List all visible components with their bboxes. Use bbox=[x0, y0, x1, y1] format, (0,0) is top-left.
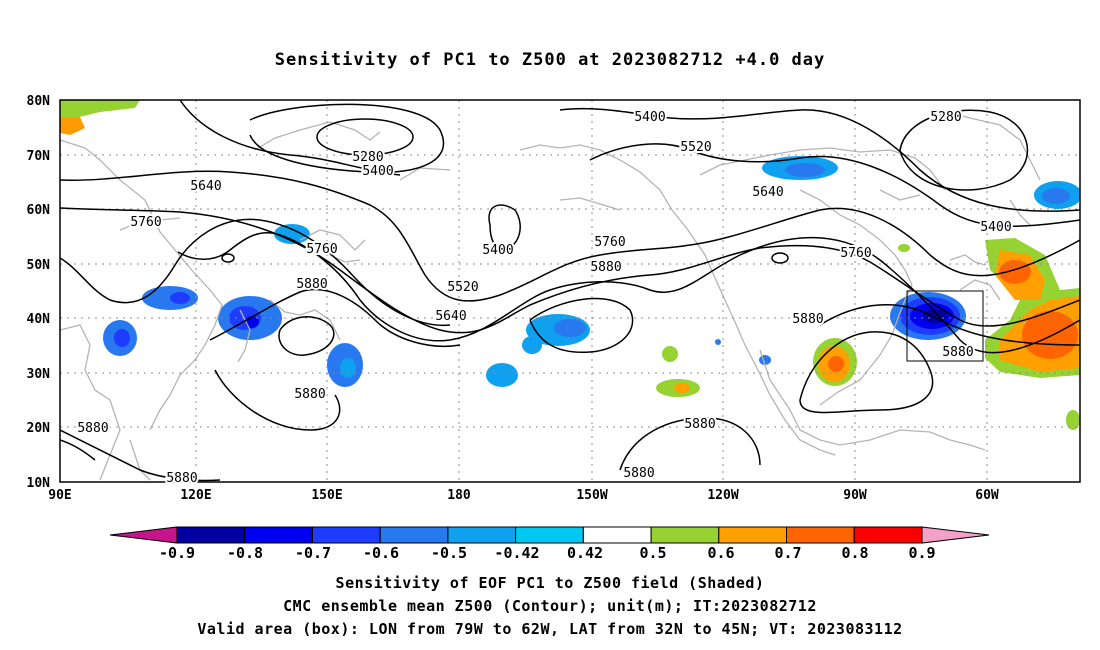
colorbar-label: -0.6 bbox=[363, 544, 399, 562]
contour-label: 5760 bbox=[306, 242, 337, 257]
colorbar-cell bbox=[582, 526, 652, 544]
sensitivity-shading bbox=[60, 100, 1080, 430]
lat-label: 30N bbox=[27, 367, 51, 382]
map-frame bbox=[59, 99, 1081, 483]
contour-label: 5880 bbox=[792, 312, 823, 327]
lat-lon-grid bbox=[60, 100, 1080, 482]
contour-label: 5280 bbox=[352, 150, 383, 165]
contour-label: 5880 bbox=[296, 277, 327, 292]
lon-label: 180 bbox=[447, 488, 471, 503]
lat-label: 20N bbox=[27, 421, 51, 436]
contour-label: 5760 bbox=[840, 246, 871, 261]
colorbar-cell bbox=[379, 526, 449, 544]
colorbar-label: 0.9 bbox=[908, 544, 935, 562]
contour-label: 5880 bbox=[942, 345, 973, 360]
contour-label: 5400 bbox=[362, 164, 393, 179]
colorbar-cell bbox=[853, 526, 923, 544]
lat-label: 70N bbox=[27, 149, 51, 164]
colorbar-cell bbox=[176, 526, 246, 544]
lon-label: 120E bbox=[180, 488, 211, 503]
contour-label: 5760 bbox=[594, 235, 625, 250]
colorbar-cell bbox=[515, 526, 584, 544]
contour-label: 5880 bbox=[684, 417, 715, 432]
contour-label: 5880 bbox=[166, 471, 197, 486]
contour-label: 5760 bbox=[130, 215, 161, 230]
contour-label: 5880 bbox=[590, 260, 621, 275]
lon-label: 90W bbox=[843, 488, 867, 503]
colorbar-cell bbox=[312, 526, 381, 544]
contour-labels: 5400 5280 5400 5280 5520 5640 5640 5760 … bbox=[75, 108, 1013, 488]
color-bar: -0.9 -0.8 -0.7 -0.6 -0.5 -0.42 0.42 0.5 … bbox=[109, 526, 990, 562]
contour-label: 5400 bbox=[482, 243, 513, 258]
colorbar-label: 0.5 bbox=[639, 544, 666, 562]
lat-label: 80N bbox=[27, 94, 51, 109]
lon-label: 150E bbox=[311, 488, 342, 503]
colorbar-label: 0.6 bbox=[707, 544, 734, 562]
colorbar-label: 0.7 bbox=[774, 544, 801, 562]
valid-area-box bbox=[906, 290, 984, 362]
contour-label: 5880 bbox=[623, 466, 654, 481]
colorbar-label: 0.42 bbox=[567, 544, 603, 562]
lat-label: 40N bbox=[27, 312, 51, 327]
colorbar-cell bbox=[650, 526, 720, 544]
colorbar-high-arrow bbox=[921, 526, 990, 544]
contour-label: 5280 bbox=[930, 110, 961, 125]
colorbar-label: 0.8 bbox=[841, 544, 868, 562]
contour-label: 5520 bbox=[447, 280, 478, 295]
contour-label: 5880 bbox=[77, 421, 108, 436]
lon-label: 90E bbox=[48, 488, 71, 503]
contour-label: 5400 bbox=[980, 220, 1011, 235]
map-title: Sensitivity of PC1 to Z500 at 2023082712… bbox=[274, 50, 826, 70]
colorbar-cell bbox=[244, 526, 313, 544]
contour-label: 5520 bbox=[680, 140, 711, 155]
colorbar-labels: -0.9 -0.8 -0.7 -0.6 -0.5 -0.42 0.42 0.5 … bbox=[159, 544, 936, 562]
lon-label: 60W bbox=[975, 488, 999, 503]
colorbar-label: -0.42 bbox=[494, 544, 539, 562]
colorbar-cells bbox=[176, 526, 923, 544]
footer-valid-area: Valid area (box): LON from 79W to 62W, L… bbox=[197, 620, 903, 638]
lat-label: 10N bbox=[27, 476, 51, 491]
colorbar-label: -0.9 bbox=[159, 544, 195, 562]
footer-shaded-description: Sensitivity of EOF PC1 to Z500 field (Sh… bbox=[335, 574, 765, 592]
footer-contour-description: CMC ensemble mean Z500 (Contour); unit(m… bbox=[283, 597, 817, 615]
z500-contours bbox=[60, 100, 1080, 482]
contour-label: 5880 bbox=[294, 387, 325, 402]
lat-label: 50N bbox=[27, 258, 51, 273]
colorbar-cell bbox=[786, 526, 855, 544]
colorbar-label: -0.5 bbox=[431, 544, 467, 562]
contour-label: 5640 bbox=[752, 185, 783, 200]
coastlines bbox=[60, 109, 1041, 481]
lon-label: 120W bbox=[707, 488, 738, 503]
contour-label: 5640 bbox=[190, 179, 221, 194]
lon-label: 150W bbox=[576, 488, 607, 503]
colorbar-label: -0.7 bbox=[295, 544, 331, 562]
contour-label: 5400 bbox=[634, 110, 665, 125]
latitude-labels: 80N 70N 60N 50N 40N 30N 20N 10N bbox=[27, 94, 51, 491]
colorbar-cell bbox=[447, 526, 517, 544]
colorbar-cell bbox=[718, 526, 787, 544]
colorbar-low-arrow bbox=[109, 526, 178, 544]
longitude-labels: 90E 120E 150E 180 150W 120W 90W 60W bbox=[48, 488, 999, 503]
lat-label: 60N bbox=[27, 203, 51, 218]
contour-label: 5640 bbox=[435, 309, 466, 324]
colorbar-label: -0.8 bbox=[227, 544, 263, 562]
